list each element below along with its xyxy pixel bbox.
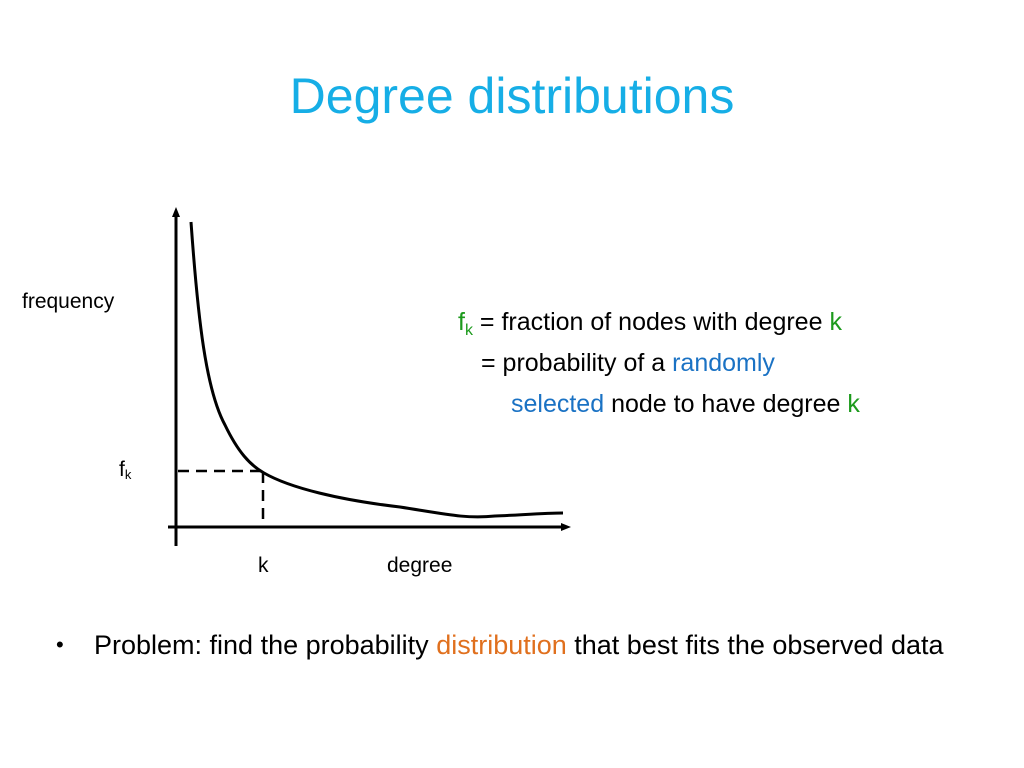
- definition-randomly: randomly: [672, 349, 775, 377]
- definition-line-2-text: = probability of a: [481, 349, 673, 377]
- slide-title: Degree distributions: [289, 68, 735, 124]
- definition-selected: selected: [511, 390, 605, 418]
- bullet-text-before: Problem: find the probability: [94, 630, 437, 660]
- distribution-curve: [189, 221, 564, 519]
- bullet-dot-icon: •: [56, 632, 64, 657]
- fk-label-sub: k: [124, 467, 132, 482]
- definition-line-3: selected node to have degree k: [511, 384, 860, 425]
- definition-line-3-text: node to have degree: [604, 390, 848, 418]
- bullet-list: • Problem: find the probability distribu…: [56, 624, 956, 666]
- bullet-highlight: distribution: [436, 630, 567, 660]
- y-axis-label: frequency: [22, 290, 115, 313]
- x-axis-label: degree: [387, 554, 453, 577]
- k-tick-label: k: [258, 554, 269, 577]
- bullet-text-after: that best fits the observed data: [566, 630, 944, 660]
- definition-line-1: fk = fraction of nodes with degree k: [458, 302, 842, 343]
- definition-k-1: k: [829, 308, 842, 336]
- definition-line-2: = probability of a randomly: [481, 343, 775, 384]
- definition-line-1-text: = fraction of nodes with degree: [472, 308, 830, 336]
- definition-fk: fk: [458, 308, 473, 339]
- bullet-item: • Problem: find the probability distribu…: [56, 624, 956, 666]
- fk-label-base: f: [119, 458, 125, 481]
- definition-k-3: k: [847, 390, 860, 418]
- fk-axis-label: fk: [119, 458, 131, 482]
